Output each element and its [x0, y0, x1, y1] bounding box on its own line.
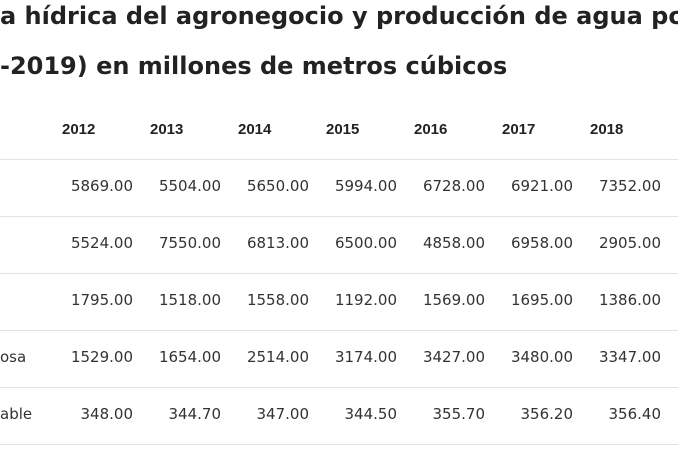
title-line: -2019) en millones de metros cúbicos: [0, 52, 508, 80]
cell: 6500.00: [334, 234, 397, 252]
cell: 3480.00: [510, 348, 573, 366]
row-divider: [0, 330, 678, 331]
column-header: 2017: [502, 121, 536, 138]
row-label: able: [0, 405, 33, 423]
cell: 356.20: [520, 405, 574, 423]
cell: 1795.00: [70, 291, 133, 309]
cell: 2514.00: [246, 348, 309, 366]
cell: 1654.00: [158, 348, 221, 366]
cell: 5650.00: [246, 177, 309, 195]
cell: 6813.00: [246, 234, 309, 252]
cell: 1569.00: [422, 291, 485, 309]
row-divider: [0, 273, 678, 274]
column-header: 2016: [414, 121, 448, 138]
cell: 344.50: [344, 405, 398, 423]
cell: 1529.00: [70, 348, 133, 366]
row-divider: [0, 159, 678, 160]
column-header: 2015: [326, 121, 360, 138]
column-header: 2014: [238, 121, 272, 138]
cell: 7352.00: [598, 177, 661, 195]
cell: 6958.00: [510, 234, 573, 252]
cell: 348.00: [80, 405, 134, 423]
row-divider: [0, 387, 678, 388]
cell: 1558.00: [246, 291, 309, 309]
cell: 3174.00: [334, 348, 397, 366]
cell: 1518.00: [158, 291, 221, 309]
cell: 1386.00: [598, 291, 661, 309]
cell: 347.00: [256, 405, 310, 423]
column-header: 2013: [150, 121, 184, 138]
cell: 6728.00: [422, 177, 485, 195]
cell: 355.70: [432, 405, 486, 423]
cell: 5524.00: [70, 234, 133, 252]
cell: 2905.00: [598, 234, 661, 252]
cell: 5504.00: [158, 177, 221, 195]
cell: 344.70: [168, 405, 222, 423]
cell: 3427.00: [422, 348, 485, 366]
cell: 1192.00: [334, 291, 397, 309]
row-divider: [0, 216, 678, 217]
row-divider: [0, 444, 678, 445]
cell: 7550.00: [158, 234, 221, 252]
cell: 4858.00: [422, 234, 485, 252]
column-header: 2018: [590, 121, 624, 138]
title-line: a hídrica del agronegocio y producción d…: [0, 2, 678, 30]
column-header: 2012: [62, 121, 96, 138]
cell: 5869.00: [70, 177, 133, 195]
cell: 5994.00: [334, 177, 397, 195]
cell: 1695.00: [510, 291, 573, 309]
cell: 356.40: [608, 405, 662, 423]
row-label: osa: [0, 348, 27, 366]
cell: 6921.00: [510, 177, 573, 195]
cell: 3347.00: [598, 348, 661, 366]
